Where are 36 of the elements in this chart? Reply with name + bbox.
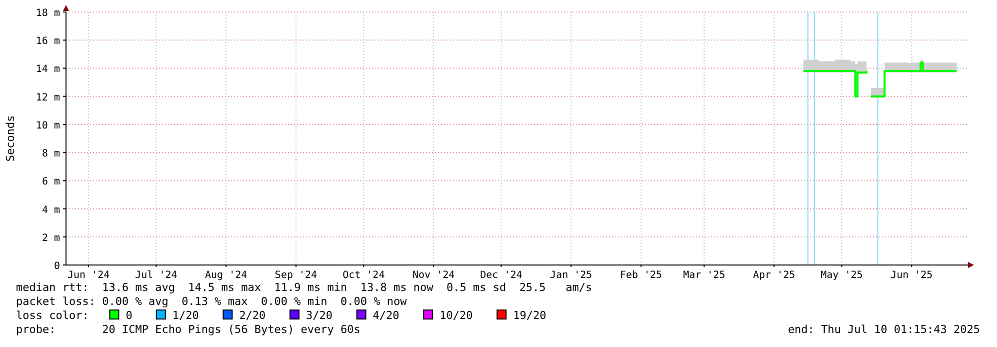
y-tick-label: 18 m [36,8,60,19]
y-tick-label: 6 m [42,176,60,188]
x-tick-label: Mar '25 [683,270,726,281]
x-tick-label: Jul '24 [135,270,178,281]
y-tick-label: 8 m [42,148,60,160]
y-tick-label: 16 m [36,36,60,48]
y-tick-label: 10 m [36,120,60,132]
x-tick-label: Sep '24 [274,270,318,281]
y-tick-label: 2 m [42,232,60,244]
legend-label: 4/20 [372,309,400,322]
legend-label: 0 [126,309,132,322]
legend-title: loss color: [16,309,89,322]
text: end: Thu Jul 10 01:15:43 2025 [788,323,980,336]
text: packet loss: 0.00 % avg 0.13 % max 0.00 % min 0.00 % now [16,295,408,308]
x-tick-label: Jun '24 [67,270,110,281]
y-tick-label: 14 m [36,64,60,76]
x-tick-label: Oct '24 [342,270,385,281]
x-tick-label: Jan '25 [550,270,592,281]
legend-label: 10/20 [440,309,473,322]
x-tick-label: Aug '24 [205,270,248,281]
text: probe: 20 ICMP Echo Pings (56 Bytes) every 60s [16,323,360,336]
x-tick-label: Apr '25 [752,270,796,281]
legend-label: 1/20 [172,309,199,322]
y-tick-label: 4 m [42,204,60,216]
legend-label: 3/20 [306,309,332,322]
y-tick-label: 12 m [36,92,60,104]
y-tick-label: 0 [54,261,60,272]
x-tick-label: May '25 [820,270,863,281]
text: median rtt: 13.6 ms avg 14.5 ms max 11.9 ms min 13.8 ms now 0.5 ms sd 25.5 am/s [16,281,592,294]
y-axis-title: Seconds [4,115,17,162]
legend-label: 19/20 [513,309,546,322]
x-tick-label: Nov '24 [412,270,455,281]
legend-label: 2/20 [239,309,266,322]
x-tick-label: Jun '25 [890,270,933,281]
x-tick-label: Dec '24 [480,270,522,281]
x-tick-label: Feb '25 [620,270,662,281]
